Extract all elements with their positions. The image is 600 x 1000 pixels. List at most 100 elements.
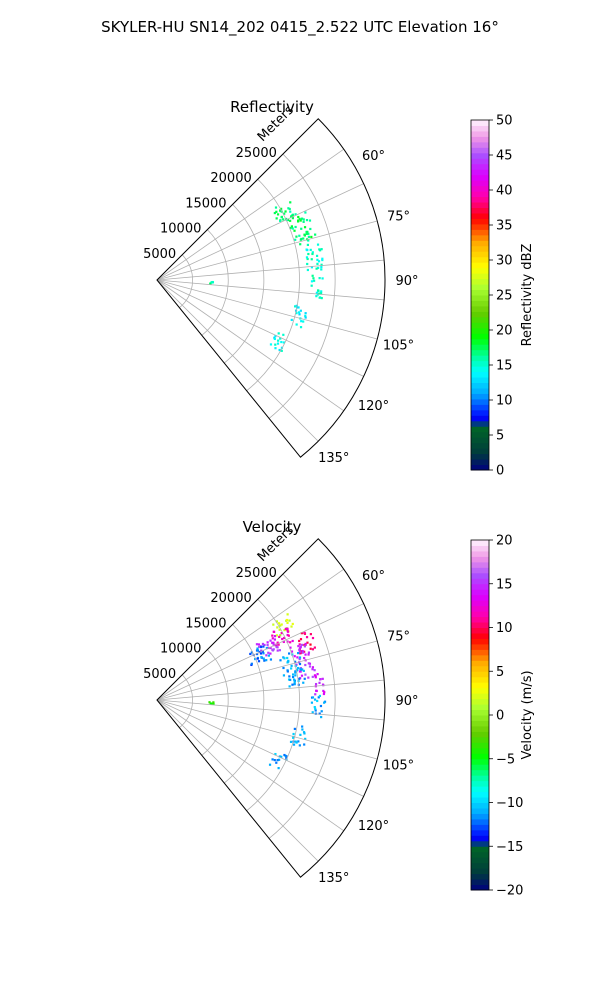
velocity-echo-gate [289, 678, 292, 681]
reflectivity-range-tick-label: 15000 [185, 196, 226, 211]
reflectivity-colorbar-segment [471, 366, 489, 373]
velocity-azimuth-tick-label: 60° [362, 569, 385, 584]
velocity-echo-gate [288, 652, 291, 655]
reflectivity-echo-gate [297, 215, 300, 219]
reflectivity-echo-gate [280, 340, 283, 344]
velocity-echo-gate [311, 648, 315, 651]
velocity-colorbar-segment [471, 682, 489, 689]
velocity-echo-gate [323, 691, 326, 694]
velocity-echo-gate [300, 674, 304, 677]
velocity-echo-gate [262, 657, 265, 660]
velocity-echo-gate [286, 629, 289, 632]
velocity-echo-gate [315, 689, 318, 693]
velocity-echo-gate [267, 651, 270, 654]
reflectivity-echo-gate [283, 212, 286, 215]
velocity-echo-gate [265, 646, 268, 650]
velocity-echo-gate [280, 755, 283, 758]
velocity-axis-boundary [156, 538, 386, 878]
velocity-range-ring [246, 598, 300, 812]
velocity-echo-gate [292, 673, 295, 676]
reflectivity-range-ring [246, 178, 300, 392]
velocity-echo-gate [289, 641, 292, 644]
velocity-echo-gate [291, 639, 294, 643]
reflectivity-colorbar-segment [471, 437, 489, 444]
reflectivity-echo-gate [302, 218, 305, 221]
velocity-colorbar-segment [471, 857, 489, 864]
reflectivity-echo-gate [307, 252, 310, 256]
velocity-echo-gate [320, 710, 323, 713]
reflectivity-axis-boundary [156, 118, 386, 458]
velocity-echo-gate [271, 641, 274, 644]
velocity-colorbar-segment [471, 780, 489, 787]
reflectivity-colorbar-segment [471, 207, 489, 214]
reflectivity-colorbar-segment [471, 322, 489, 329]
reflectivity-echo-gate [299, 243, 302, 246]
reflectivity-colorbar-segment [471, 355, 489, 362]
reflectivity-colorbar-tick-label: 0 [496, 464, 504, 479]
velocity-colorbar-segment [471, 791, 489, 798]
reflectivity-colorbar-segment [471, 442, 489, 449]
reflectivity-azimuth-line [156, 279, 378, 340]
velocity-echo-gate [266, 641, 269, 644]
reflectivity-echo-gate [290, 318, 293, 322]
velocity-echo-gate [309, 633, 312, 636]
reflectivity-echo-gate [303, 226, 307, 229]
reflectivity-colorbar-segment [471, 420, 489, 427]
velocity-echo-gate [301, 649, 304, 653]
reflectivity-azimuth-tick-label: 105° [383, 339, 414, 354]
velocity-echo-gate [286, 630, 290, 633]
velocity-echo-gate [272, 630, 275, 633]
velocity-range-ring [201, 649, 229, 756]
reflectivity-echo-gate [316, 258, 319, 261]
reflectivity-colorbar-segment [471, 229, 489, 236]
reflectivity-echo-gate [280, 207, 283, 210]
reflectivity-echo-gate [312, 279, 316, 282]
reflectivity-colorbar-segment [471, 163, 489, 170]
velocity-colorbar-segment [471, 556, 489, 563]
reflectivity-echo-gate [275, 217, 278, 220]
velocity-echo-gate [287, 678, 291, 681]
velocity-echo-gate [303, 732, 306, 735]
velocity-echo-gate [322, 692, 326, 696]
velocity-echo-gate [272, 648, 275, 651]
reflectivity-colorbar-segment [471, 218, 489, 225]
velocity-echo-gate [294, 670, 297, 673]
reflectivity-echo-gate [276, 213, 280, 216]
velocity-echo-gate [286, 669, 289, 672]
reflectivity-echo-gate [273, 336, 276, 339]
reflectivity-colorbar-tick-label: 5 [496, 429, 504, 444]
velocity-echo-gate [293, 683, 296, 686]
velocity-echo-gate [319, 678, 322, 681]
velocity-echo-gate [290, 650, 294, 653]
velocity-azimuth-line [156, 640, 378, 701]
velocity-echo-gate [307, 662, 310, 665]
velocity-echo-gate [275, 634, 278, 637]
reflectivity-echo-gate [282, 218, 285, 221]
reflectivity-colorbar-segment [471, 371, 489, 378]
reflectivity-colorbar-label: Reflectivity dBZ [520, 244, 535, 347]
velocity-colorbar-segment [471, 736, 489, 743]
velocity-echo-gate [298, 662, 302, 666]
reflectivity-colorbar-tick-label: 15 [496, 359, 513, 374]
velocity-echo-gate [261, 642, 265, 646]
reflectivity-colorbar-segment [471, 459, 489, 466]
reflectivity-echo-gate [315, 267, 318, 270]
reflectivity-colorbar-segment [471, 311, 489, 318]
reflectivity-echo-gate [297, 306, 300, 309]
velocity-echo-gate [250, 663, 253, 667]
velocity-echo-gate [262, 645, 265, 648]
reflectivity-echo-gate [289, 210, 292, 213]
velocity-echo-gate [286, 627, 289, 630]
velocity-echo-gate [275, 645, 278, 649]
velocity-echo-gate [256, 649, 260, 652]
reflectivity-colorbar-segment [471, 333, 489, 340]
velocity-azimuth-line [156, 699, 364, 797]
reflectivity-colorbar-segment [471, 267, 489, 274]
reflectivity-colorbar-segment [471, 141, 489, 148]
velocity-echo-gate [298, 656, 302, 659]
reflectivity-colorbar-segment [471, 360, 489, 367]
velocity-echo-gate [296, 668, 299, 671]
velocity-echo-gate [208, 701, 211, 704]
velocity-colorbar-segment [471, 665, 489, 672]
velocity-echo-gate [282, 666, 285, 670]
